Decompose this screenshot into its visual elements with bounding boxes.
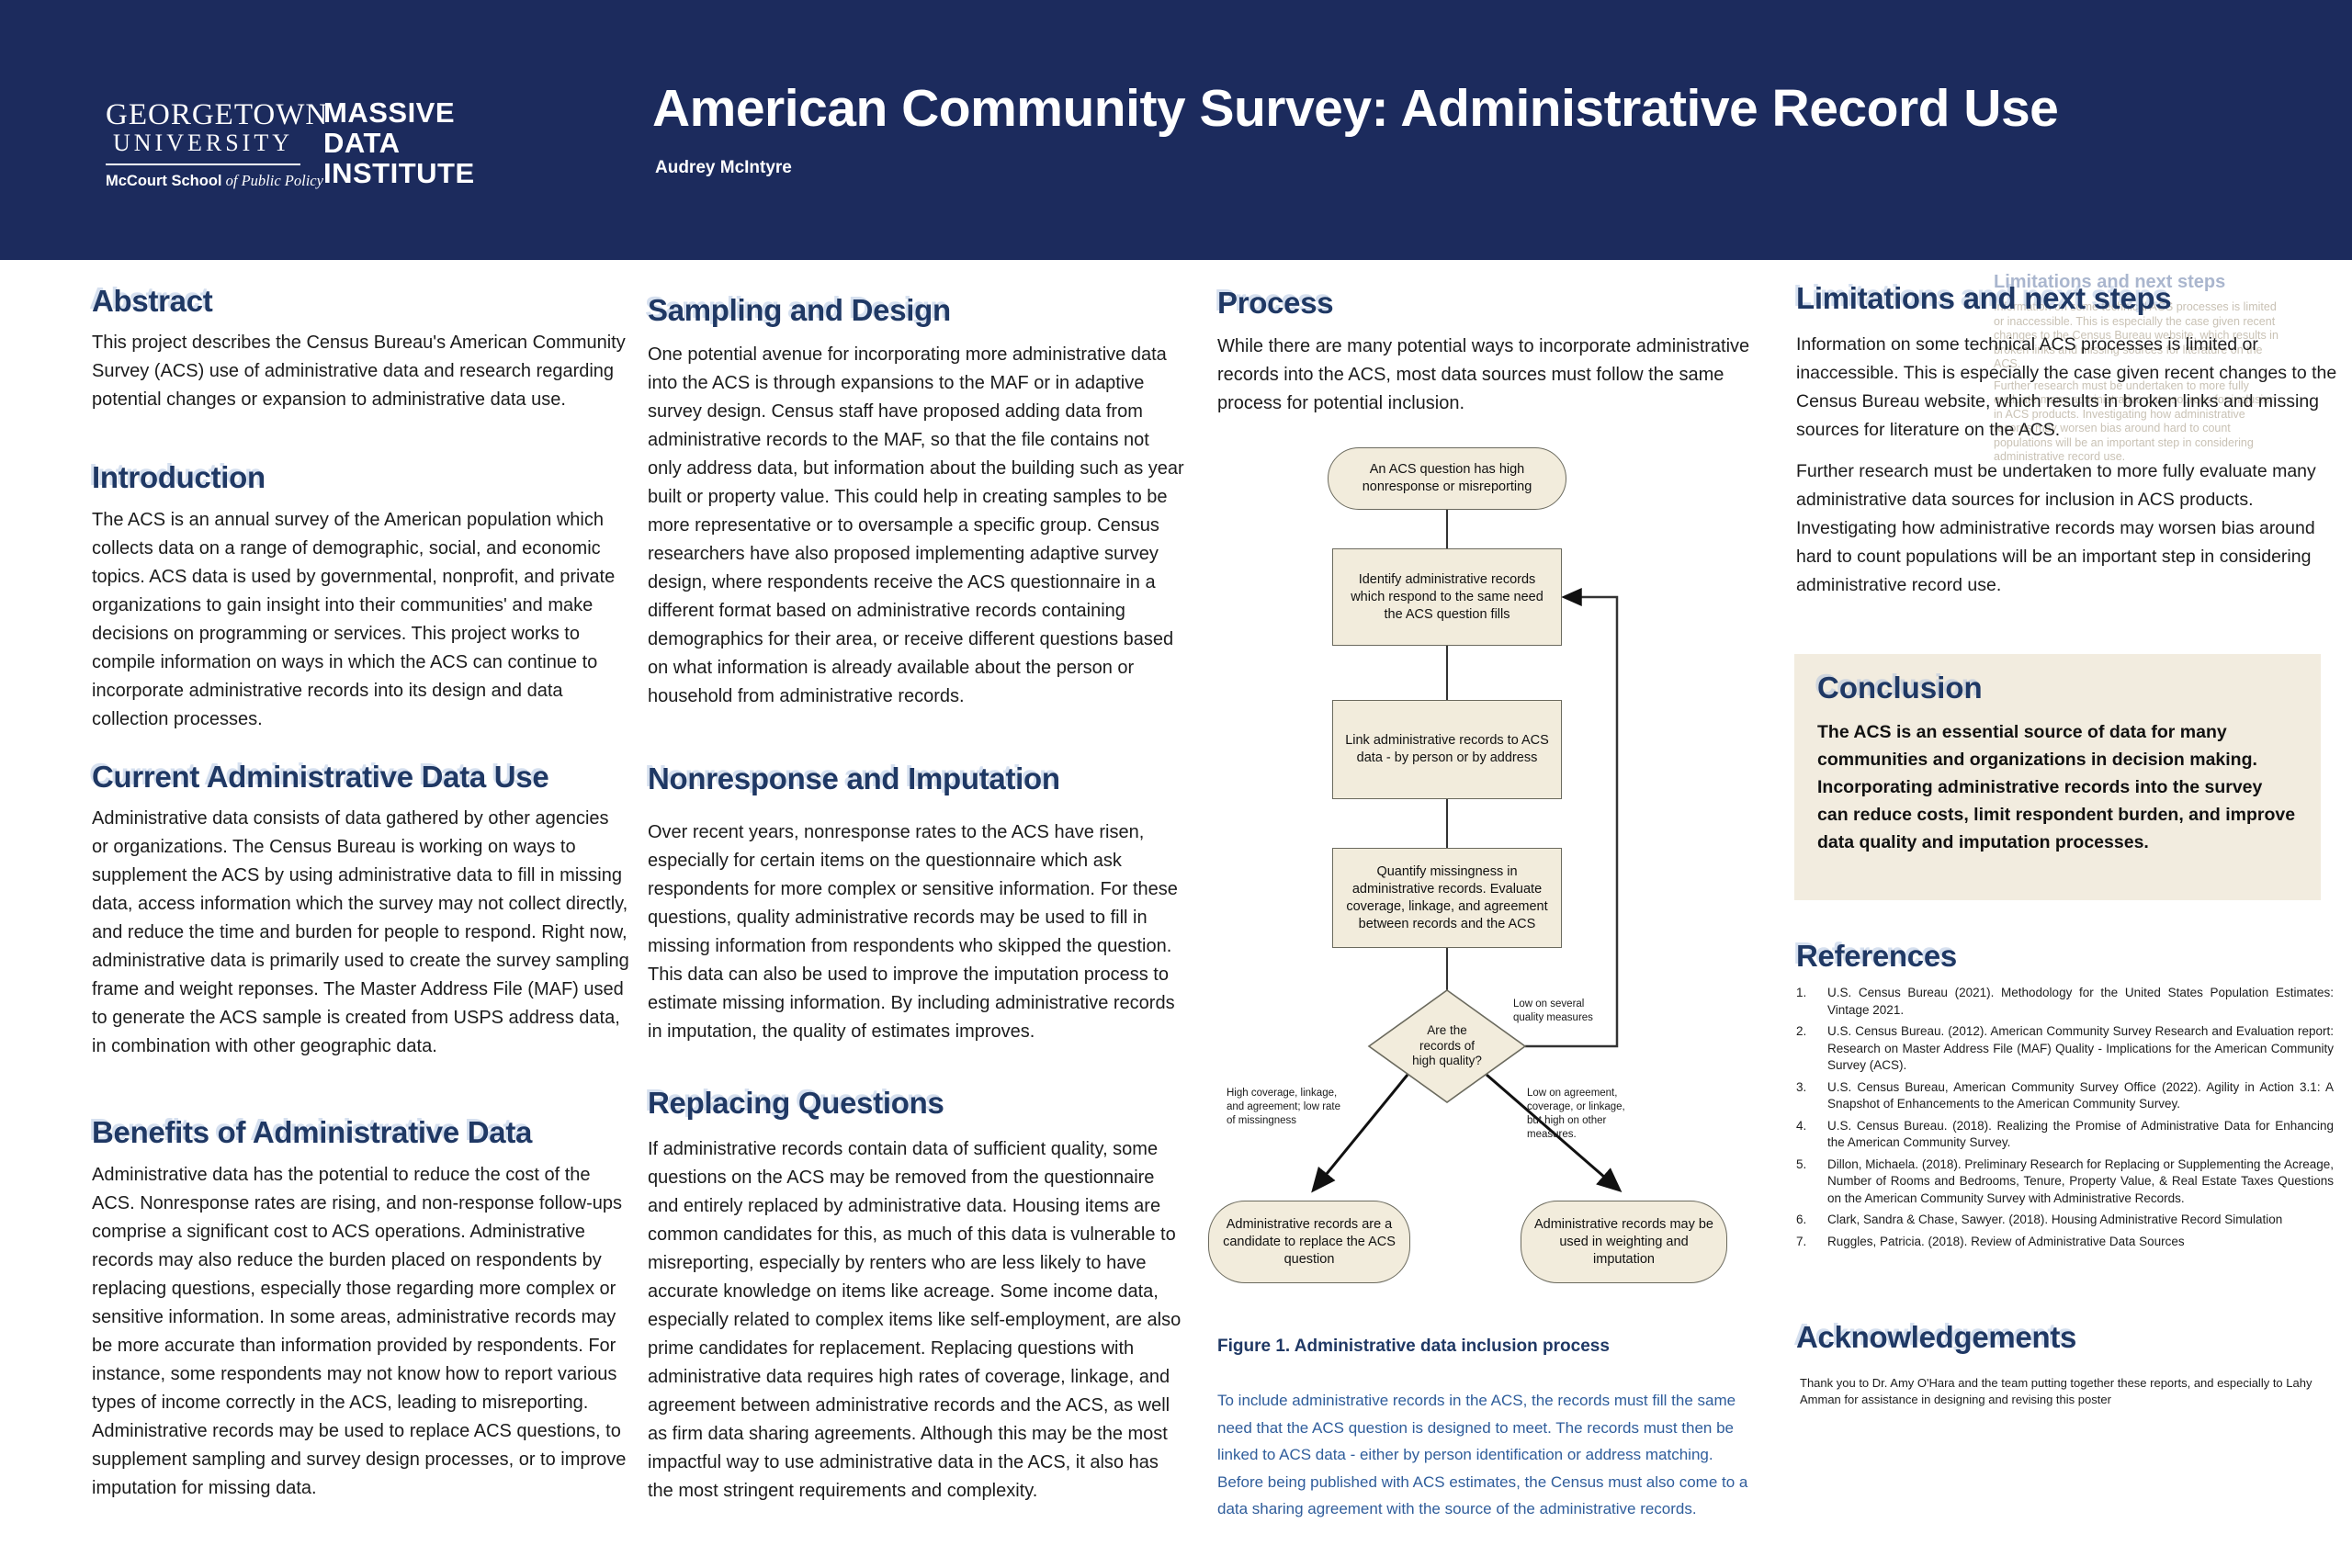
flow-loop-label: Low on several quality measures <box>1513 998 1593 1023</box>
flow-right-branch-label: Low on agreement, coverage, or linkage, … <box>1527 1088 1625 1140</box>
references-heading: References <box>1796 939 1957 973</box>
flow-weighting-leaf-node: Administrative records may be used in we… <box>1521 1201 1727 1283</box>
reference-number: 6. <box>1796 1213 1807 1226</box>
reference-text: Dillon, Michaela. (2018). Preliminary Re… <box>1827 1156 2334 1205</box>
poster-title: American Community Survey: Administrativ… <box>652 79 2059 138</box>
reference-text: U.S. Census Bureau. (2012). American Com… <box>1827 1024 2334 1072</box>
reference-text: U.S. Census Bureau, American Community S… <box>1827 1079 2334 1111</box>
benefits-heading: Benefits of Administrative Data <box>92 1115 533 1149</box>
introduction-heading: Introduction <box>92 460 266 494</box>
benefits-text: Administrative data has the potential to… <box>92 1165 627 1498</box>
column-1: Abstract This project describes the Cens… <box>92 0 629 1568</box>
ghost-heading: Limitations and next steps <box>1994 272 2226 292</box>
georgetown-wordmark: GEORGETOWN <box>106 98 329 131</box>
references-list: 1. U.S. Census Bureau (2021). Methodology… <box>1796 985 2334 1255</box>
process-text: While there are many potential ways to i… <box>1217 336 1750 413</box>
reference-number: 5. <box>1796 1156 1807 1171</box>
flow-replace-leaf-node: Administrative records are a candidate t… <box>1208 1201 1410 1283</box>
massive-data-institute-logo: MASSIVE DATA INSTITUTE <box>323 96 475 189</box>
reference-item: 7. Ruggles, Patricia. (2018). Review of A… <box>1796 1234 2334 1251</box>
process-heading: Process <box>1217 286 1334 320</box>
reference-item: 3. U.S. Census Bureau, American Community… <box>1796 1079 2334 1113</box>
poster-author: Audrey McIntyre <box>655 158 792 177</box>
flow-left-branch-label: High coverage, linkage, and agreement; l… <box>1227 1088 1341 1126</box>
replacing-heading: Replacing Questions <box>648 1086 944 1120</box>
reference-item: 1. U.S. Census Bureau (2021). Methodology… <box>1796 985 2334 1019</box>
reference-number: 7. <box>1796 1234 1807 1248</box>
logo-divider <box>106 164 300 165</box>
limitations-paragraph-2: Further research must be undertaken to m… <box>1796 461 2316 595</box>
current-use-heading: Current Administrative Data Use <box>92 760 549 794</box>
acknowledgements-heading: Acknowledgements <box>1796 1320 2077 1354</box>
reference-text: U.S. Census Bureau. (2018). Realizing th… <box>1827 1118 2334 1150</box>
school-name: McCourt School of Public Policy <box>106 172 323 189</box>
flowchart-connectors <box>1311 510 1623 1193</box>
reference-text: Ruggles, Patricia. (2018). Review of Adm… <box>1827 1234 2185 1248</box>
figure-description: To include administrative records in the… <box>1217 1392 1748 1517</box>
introduction-text: The ACS is an annual survey of the Ameri… <box>92 510 616 729</box>
limitations-paragraph-1: Information on some technical ACS proces… <box>1796 334 2337 440</box>
conclusion-heading: Conclusion <box>1817 671 1983 705</box>
ghost-paragraph-1: Information on some technical ACS proces… <box>1994 300 2278 370</box>
column-4: Limitations and next steps Information o… <box>1794 0 2346 1568</box>
sampling-text: One potential avenue for incorporating m… <box>648 344 1184 706</box>
reference-item: 6. Clark, Sandra & Chase, Sawyer. (2018).… <box>1796 1212 2334 1229</box>
reference-number: 2. <box>1796 1024 1807 1038</box>
ghost-paragraph-2: Further research must be undertaken to m… <box>1994 378 2277 464</box>
limitations-heading: Limitations and next steps <box>1796 281 2172 315</box>
replacing-text: If administrative records contain data o… <box>648 1139 1182 1501</box>
reference-item: 4. U.S. Census Bureau. (2018). Realizing … <box>1796 1118 2334 1152</box>
nonresponse-text: Over recent years, nonresponse rates to … <box>648 822 1178 1042</box>
university-wordmark: UNIVERSITY <box>113 130 293 156</box>
flow-quantify-node: Quantify missingness in administrative r… <box>1332 848 1562 948</box>
georgetown-logo: GEORGETOWN UNIVERSITY McCourt School of … <box>106 98 329 190</box>
reference-number: 4. <box>1796 1118 1807 1133</box>
current-use-text: Administrative data consists of data gat… <box>92 808 629 1056</box>
flow-identify-node: Identify administrative records which re… <box>1332 548 1562 646</box>
flow-start-node: An ACS question has high nonresponse or … <box>1328 447 1566 510</box>
header-band: GEORGETOWN UNIVERSITY McCourt School of … <box>0 0 2352 260</box>
flow-link-node: Link administrative records to ACS data … <box>1332 700 1562 799</box>
ghost-limitations-artifact: Limitations and next steps Information o… <box>1994 272 2278 465</box>
conclusion-panel: Conclusion The ACS is an essential sourc… <box>1794 654 2321 900</box>
nonresponse-heading: Nonresponse and Imputation <box>648 761 1060 795</box>
flow-decision-node: Are the records of high quality? <box>1412 1023 1482 1068</box>
acknowledgements-text: Thank you to Dr. Amy O'Hara and the team… <box>1800 1376 2312 1406</box>
column-2: Sampling and Design One potential avenue… <box>648 0 1185 1568</box>
abstract-heading: Abstract <box>92 284 213 318</box>
reference-text: U.S. Census Bureau (2021). Methodology f… <box>1827 986 2334 1017</box>
reference-item: 2. U.S. Census Bureau. (2012). American C… <box>1796 1023 2334 1075</box>
reference-number: 1. <box>1796 986 1807 999</box>
abstract-text: This project describes the Census Bureau… <box>92 333 626 410</box>
reference-text: Clark, Sandra & Chase, Sawyer. (2018). H… <box>1827 1213 2283 1226</box>
sampling-heading: Sampling and Design <box>648 293 951 327</box>
reference-number: 3. <box>1796 1079 1807 1094</box>
reference-item: 5. Dillon, Michaela. (2018). Preliminary … <box>1796 1156 2334 1208</box>
figure-caption: Figure 1. Administrative data inclusion … <box>1217 1337 1610 1356</box>
column-3: Process While there are many potential w… <box>1208 0 1755 1568</box>
conclusion-text: The ACS is an essential source of data f… <box>1817 722 2296 852</box>
